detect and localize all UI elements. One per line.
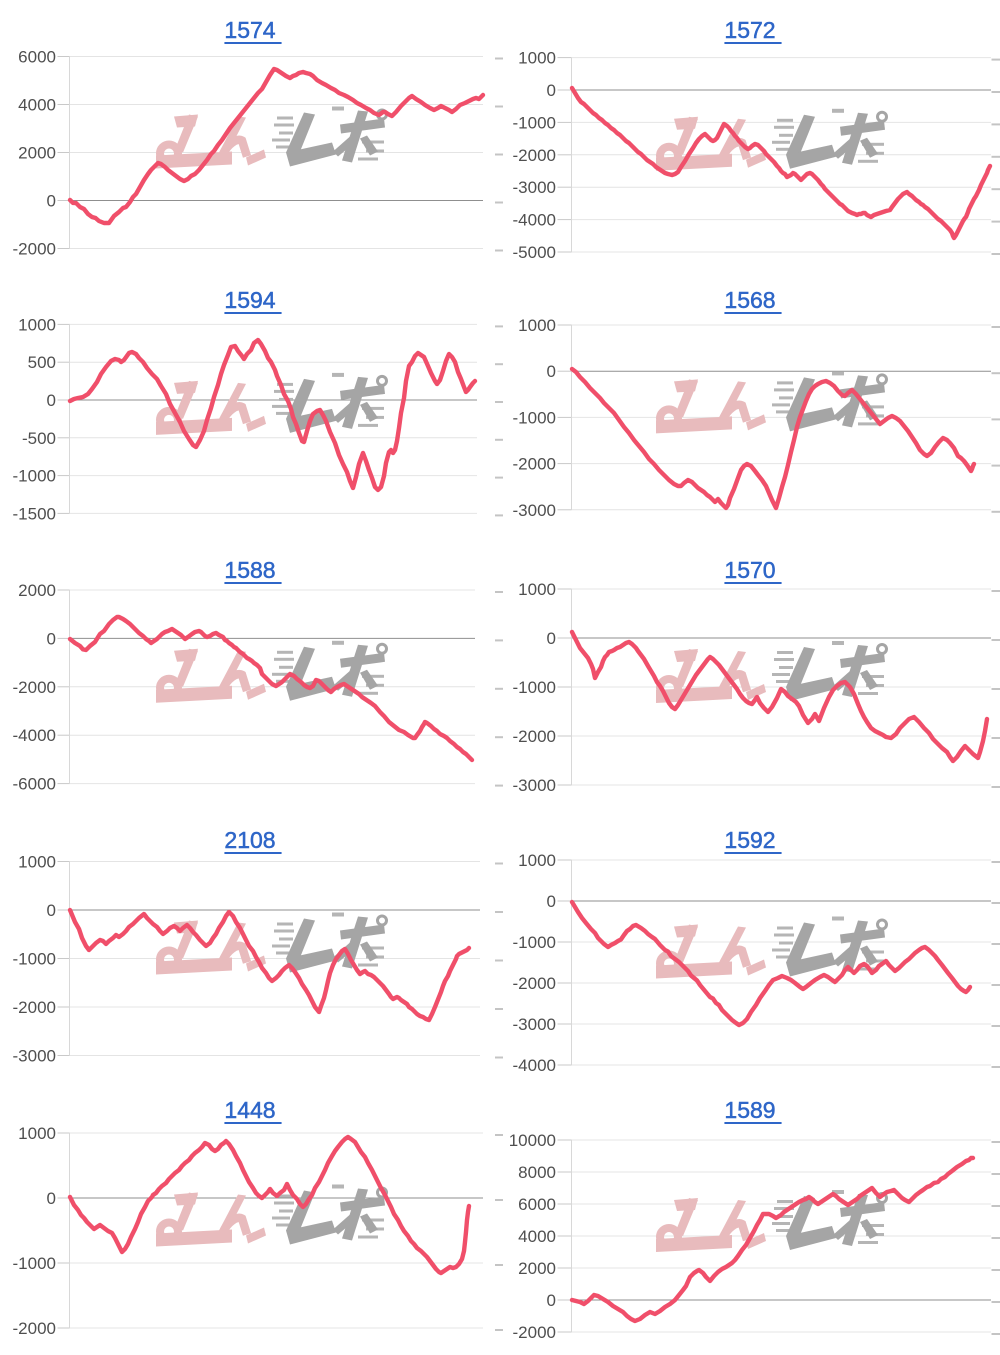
- svg-text:0: 0: [547, 629, 556, 648]
- svg-text:1568: 1568: [724, 287, 775, 313]
- svg-text:-2000: -2000: [513, 455, 556, 474]
- svg-text:2000: 2000: [18, 144, 56, 163]
- svg-text:-3000: -3000: [513, 178, 556, 197]
- svg-text:-3000: -3000: [513, 1015, 556, 1034]
- svg-text:-5000: -5000: [513, 243, 556, 262]
- svg-text:6000: 6000: [18, 48, 56, 67]
- svg-text:6000: 6000: [518, 1195, 556, 1214]
- svg-text:1000: 1000: [518, 851, 556, 870]
- svg-text:-2000: -2000: [13, 678, 56, 697]
- svg-text:2000: 2000: [518, 1259, 556, 1278]
- svg-text:0: 0: [47, 629, 56, 648]
- svg-text:10000: 10000: [509, 1131, 556, 1150]
- svg-text:-2000: -2000: [13, 240, 56, 259]
- svg-text:-3000: -3000: [513, 501, 556, 520]
- svg-text:1589: 1589: [724, 1097, 775, 1123]
- svg-text:0: 0: [547, 892, 556, 911]
- svg-text:4000: 4000: [18, 96, 56, 115]
- svg-text:1000: 1000: [18, 853, 56, 872]
- svg-text:1448: 1448: [224, 1097, 275, 1123]
- svg-text:-1000: -1000: [513, 408, 556, 427]
- svg-text:-2000: -2000: [513, 1323, 556, 1342]
- svg-text:-1000: -1000: [513, 678, 556, 697]
- svg-text:-3000: -3000: [513, 776, 556, 795]
- svg-text:-4000: -4000: [513, 1056, 556, 1075]
- svg-text:0: 0: [47, 1189, 56, 1208]
- svg-text:1574: 1574: [224, 17, 275, 43]
- svg-text:0: 0: [47, 901, 56, 920]
- svg-text:500: 500: [28, 353, 56, 372]
- svg-text:0: 0: [547, 81, 556, 100]
- svg-text:2000: 2000: [18, 581, 56, 600]
- svg-text:1000: 1000: [18, 315, 56, 334]
- svg-text:-4000: -4000: [513, 211, 556, 230]
- svg-text:0: 0: [47, 391, 56, 410]
- svg-text:-2000: -2000: [13, 998, 56, 1017]
- svg-text:-4000: -4000: [13, 726, 56, 745]
- svg-text:-1000: -1000: [513, 933, 556, 952]
- svg-text:1592: 1592: [724, 827, 775, 853]
- svg-text:-1000: -1000: [13, 1254, 56, 1273]
- svg-text:-1000: -1000: [513, 113, 556, 132]
- svg-text:8000: 8000: [518, 1163, 556, 1182]
- svg-text:0: 0: [547, 362, 556, 381]
- svg-text:-1000: -1000: [13, 467, 56, 486]
- svg-text:1000: 1000: [518, 580, 556, 599]
- svg-text:-2000: -2000: [513, 146, 556, 165]
- svg-text:-500: -500: [22, 429, 56, 448]
- svg-text:1594: 1594: [224, 287, 275, 313]
- svg-text:1000: 1000: [518, 316, 556, 335]
- svg-text:-2000: -2000: [513, 727, 556, 746]
- svg-text:1572: 1572: [724, 17, 775, 43]
- svg-text:-1500: -1500: [13, 504, 56, 523]
- svg-text:1000: 1000: [18, 1124, 56, 1143]
- svg-text:1588: 1588: [224, 557, 275, 583]
- svg-text:1570: 1570: [724, 557, 775, 583]
- svg-text:1000: 1000: [518, 49, 556, 68]
- svg-text:2108: 2108: [224, 827, 275, 853]
- svg-text:-6000: -6000: [13, 775, 56, 794]
- svg-text:-2000: -2000: [513, 974, 556, 993]
- svg-text:-3000: -3000: [13, 1047, 56, 1066]
- svg-text:-1000: -1000: [13, 950, 56, 969]
- svg-text:4000: 4000: [518, 1227, 556, 1246]
- svg-text:0: 0: [47, 192, 56, 211]
- svg-text:0: 0: [547, 1291, 556, 1310]
- svg-text:-2000: -2000: [13, 1319, 56, 1338]
